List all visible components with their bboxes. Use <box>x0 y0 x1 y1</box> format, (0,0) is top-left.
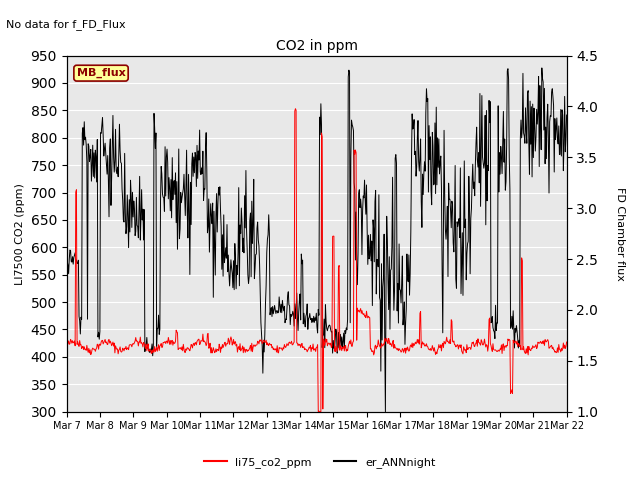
Text: No data for f_FD_Flux: No data for f_FD_Flux <box>6 19 126 30</box>
Y-axis label: FD Chamber flux: FD Chamber flux <box>615 187 625 280</box>
Legend: li75_co2_ppm, er_ANNnight: li75_co2_ppm, er_ANNnight <box>200 452 440 472</box>
Title: CO2 in ppm: CO2 in ppm <box>276 39 358 53</box>
Text: MB_flux: MB_flux <box>77 68 125 78</box>
Y-axis label: LI7500 CO2 (ppm): LI7500 CO2 (ppm) <box>15 183 25 285</box>
